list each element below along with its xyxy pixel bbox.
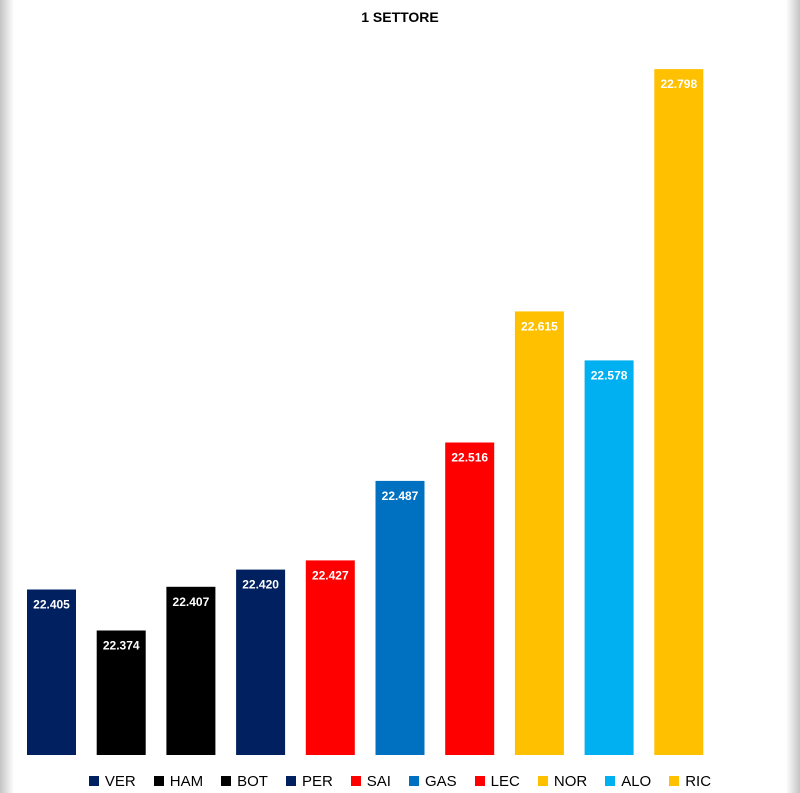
bar-gas — [375, 480, 425, 755]
legend-swatch — [88, 776, 99, 786]
legend-item-lec: LEC — [474, 772, 520, 790]
legend-label: BOT — [237, 772, 268, 790]
bar-value-label: 22.374 — [103, 639, 140, 653]
legend-item-gas: GAS — [408, 772, 457, 790]
legend-label: SAI — [366, 772, 391, 790]
legend-swatch — [537, 776, 548, 786]
legend-label: VER — [104, 772, 136, 790]
legend-item-sai: SAI — [350, 772, 391, 790]
bar-sai — [305, 560, 355, 755]
legend-label: HAM — [169, 772, 204, 790]
legend-swatch — [153, 776, 164, 786]
legend-swatch — [669, 776, 680, 786]
bar-value-label: 22.578 — [591, 368, 628, 382]
bar-bot — [166, 586, 216, 755]
bar-nor — [514, 311, 564, 755]
legend-item-bot: BOT — [221, 773, 268, 790]
bar-value-label: 22.487 — [382, 489, 419, 503]
legend-label: RIC — [685, 772, 712, 790]
bar-value-label: 22.427 — [312, 568, 349, 582]
legend-label: NOR — [553, 772, 588, 790]
chart-legend: VER HAM BOT PER SAI GAS LEC NOR ALO RIC — [0, 770, 800, 792]
bar-ver — [27, 589, 76, 755]
bar-ric — [654, 69, 704, 756]
legend-swatch — [285, 776, 296, 786]
bar-lec — [445, 442, 495, 755]
legend-label: ALO — [621, 772, 652, 790]
legend-item-nor: NOR — [537, 772, 588, 790]
legend-item-alo: ALO — [605, 773, 651, 790]
legend-swatch — [221, 776, 232, 786]
bar-per — [236, 569, 286, 755]
legend-swatch — [474, 776, 485, 786]
bar-value-label: 22.405 — [33, 598, 70, 612]
legend-item-per: PER — [285, 772, 333, 790]
legend-item-ric: RIC — [669, 773, 711, 790]
legend-swatch — [408, 776, 419, 786]
bar-ham — [96, 630, 146, 755]
bar-value-label: 22.615 — [521, 319, 558, 333]
legend-item-ham: HAM — [153, 772, 204, 790]
bar-value-label: 22.420 — [242, 578, 279, 592]
legend-label: PER — [301, 772, 333, 790]
chart-title: 1 SETTORE — [361, 9, 439, 25]
bar-value-label: 22.516 — [451, 451, 488, 465]
legend-item-ver: VER — [88, 772, 136, 790]
legend-label: GAS — [424, 772, 457, 790]
legend-swatch — [605, 776, 616, 786]
bar-value-label: 22.798 — [660, 77, 697, 91]
legend-label: LEC — [490, 772, 520, 790]
legend-swatch — [350, 776, 361, 786]
bar-alo — [584, 360, 634, 755]
bar-value-label: 22.407 — [173, 595, 210, 609]
